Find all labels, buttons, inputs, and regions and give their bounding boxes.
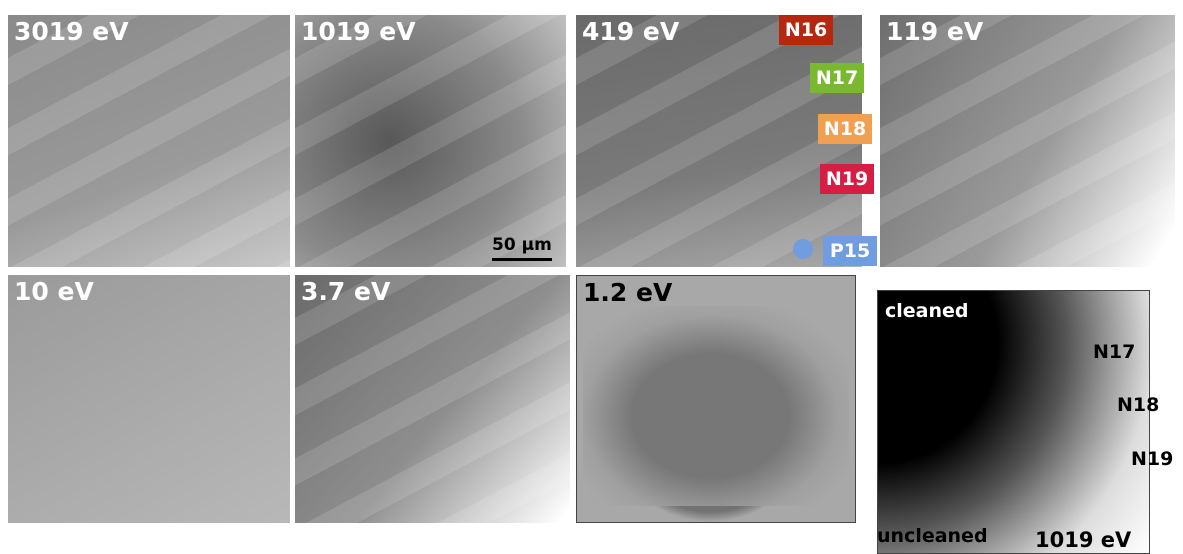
tag: N19 [820,164,874,194]
panel-label: 1019 eV [301,17,416,46]
panel-label: 119 eV [886,17,983,46]
stripes [295,15,566,267]
image-panel: 119 eV [880,15,1175,267]
image-panel: 1019 eV 50 µm [295,15,566,267]
image-panel: 1.2 eV [576,275,856,523]
panel-label: 1.2 eV [583,278,672,307]
scale-bar [492,258,552,261]
tag: N17 [810,63,864,93]
image-panel: 10 eV [8,275,290,523]
stripes [880,15,1175,267]
marker-dot [793,239,813,259]
inset-label: uncleaned [877,525,988,547]
image-panel: 3.7 eV [295,275,570,523]
inset-label: N19 [1131,448,1173,470]
panel-label: 10 eV [14,277,94,306]
scale-bar-label: 50 µm [492,235,552,255]
panel-label: 3019 eV [14,17,129,46]
inset-energy: 1019 eV [1035,528,1131,552]
image-panel: 3019 eV [8,15,290,267]
inset-label: N18 [1117,394,1159,416]
inset-image [877,290,1150,554]
stripes [8,15,290,267]
inset-label: cleaned [885,300,969,322]
panel-label: 419 eV [582,17,679,46]
stripes [295,275,570,523]
tag: P15 [823,236,877,266]
panel-label: 3.7 eV [301,277,390,306]
tag: N18 [818,114,872,144]
image-halo [583,306,849,506]
tag: N16 [779,15,833,45]
inset-label: N17 [1093,341,1135,363]
figure: 3019 eV 1019 eV 50 µm 419 eV 119 eV 10 e… [0,0,1183,552]
